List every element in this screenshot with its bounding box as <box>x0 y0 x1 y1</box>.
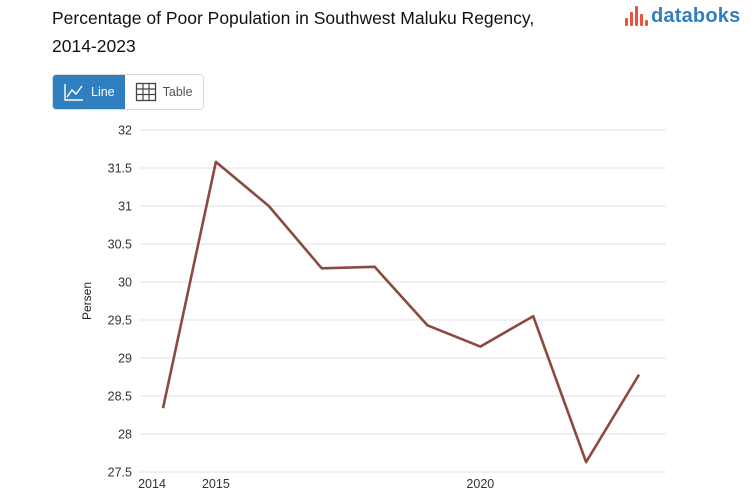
view-toggle: Line Table <box>52 74 204 110</box>
logo-text: databoks <box>651 4 741 27</box>
y-tick-label: 31 <box>118 200 132 214</box>
grid-lines <box>140 129 666 473</box>
data-point[interactable] <box>527 310 539 322</box>
data-point[interactable] <box>369 261 381 273</box>
y-tick-label: 32 <box>118 124 132 138</box>
data-point[interactable] <box>421 319 433 331</box>
data-point[interactable] <box>633 369 645 381</box>
line-chart-icon <box>64 84 83 101</box>
y-tick-label: 27.5 <box>108 466 132 480</box>
databoks-logo: databoks <box>625 3 740 29</box>
data-point[interactable] <box>157 402 169 414</box>
x-tick-label: 2014 <box>138 477 166 491</box>
data-point[interactable] <box>316 262 328 274</box>
chart-title: Percentage of Poor Population in Southwe… <box>52 4 612 60</box>
y-tick-label: 30 <box>118 276 132 290</box>
y-tick-label: 29.5 <box>108 314 132 328</box>
data-point[interactable] <box>580 456 592 468</box>
logo-bars-icon <box>625 6 648 26</box>
table-grid-icon <box>135 82 156 102</box>
x-tick-label: 2015 <box>202 477 230 491</box>
data-point[interactable] <box>210 156 222 168</box>
y-tick-label: 29 <box>118 352 132 366</box>
tab-table-label: Table <box>162 85 193 99</box>
y-axis-ticks: 32 31.5 31 30.5 30 29.5 29 28.5 28 27.5 <box>108 124 132 480</box>
x-tick-label: 2020 <box>466 477 494 491</box>
y-tick-label: 28 <box>118 428 132 442</box>
y-tick-label: 28.5 <box>108 390 132 404</box>
x-axis-ticks: 2014 2015 2020 <box>138 477 494 491</box>
tab-line-label: Line <box>91 85 115 99</box>
tab-line[interactable]: Line <box>53 75 125 109</box>
data-point[interactable] <box>474 341 486 353</box>
y-axis-label: Persen <box>80 282 94 320</box>
y-tick-label: 31.5 <box>108 162 132 176</box>
chart-title-line-1: Percentage of Poor Population in Southwe… <box>52 8 535 28</box>
data-point[interactable] <box>263 200 275 212</box>
series-line <box>161 160 641 464</box>
tab-table[interactable]: Table <box>124 75 203 109</box>
series-layer <box>157 156 645 468</box>
y-tick-label: 30.5 <box>108 238 132 252</box>
chart-title-line-2: 2014-2023 <box>52 36 136 56</box>
